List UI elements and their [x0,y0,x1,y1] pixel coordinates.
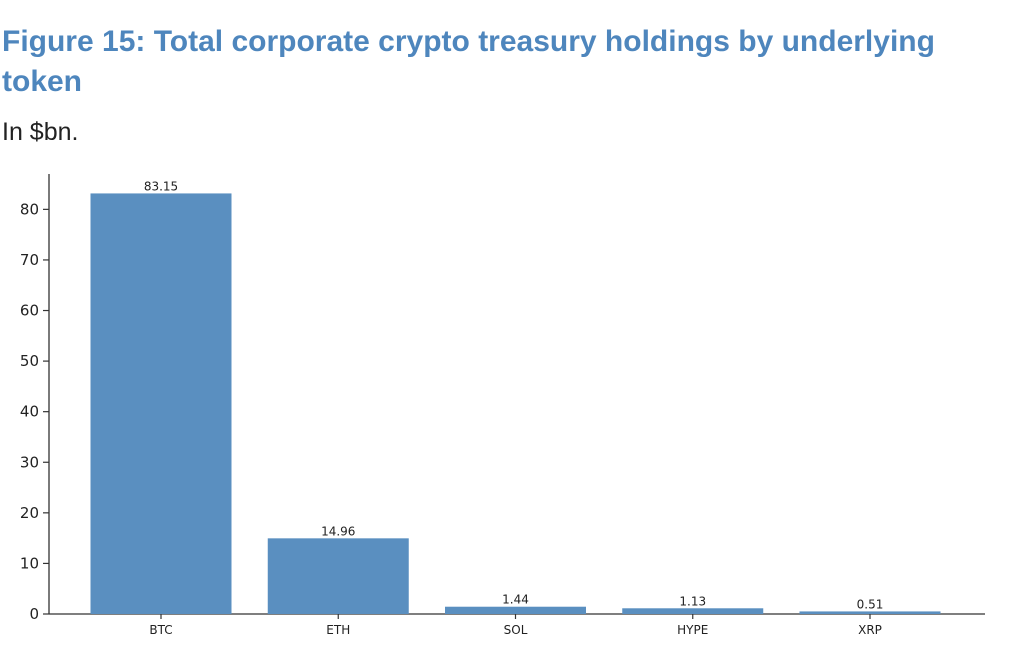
y-tick-label: 10 [20,554,39,572]
x-tick-label: SOL [504,623,528,637]
x-tick-label: XRP [858,623,882,637]
bars: 83.15 14.96 1.44 1.13 0.51 [90,179,941,614]
bar-value-label: 1.13 [679,594,706,608]
bar-value-label: 14.96 [321,524,355,538]
bar-btc [90,193,232,614]
bar-chart: 0 10 20 30 40 50 60 70 80 BTC ETH SOL HYPE XRP 83.15… [20,174,985,637]
y-tick-label: 40 [20,403,39,421]
y-tick-label: 60 [20,302,39,320]
x-tick-label: HYPE [677,623,708,637]
bar-hype [622,608,764,614]
y-tick-label: 30 [20,453,39,471]
bar-sol [445,606,586,614]
chart-subtitle: In $bn. [2,118,79,146]
y-tick-label: 50 [20,352,39,370]
y-tick-label: 70 [20,251,39,269]
y-tick-label: 20 [20,504,39,522]
x-tick-label: ETH [326,623,350,637]
y-axis: 0 10 20 30 40 50 60 70 80 [20,174,50,623]
chart-title: Figure 15: Total corporate crypto treasu… [2,25,935,98]
x-axis: BTC ETH SOL HYPE XRP [49,613,985,637]
bar-xrp [799,611,941,614]
x-tick-label: BTC [149,623,172,637]
bar-value-label: 1.44 [502,593,529,607]
y-tick-label: 80 [20,200,39,218]
bar-eth [267,538,409,614]
bar-value-label: 0.51 [857,597,884,611]
y-tick-label: 0 [29,605,39,623]
bar-value-label: 83.15 [144,179,178,193]
